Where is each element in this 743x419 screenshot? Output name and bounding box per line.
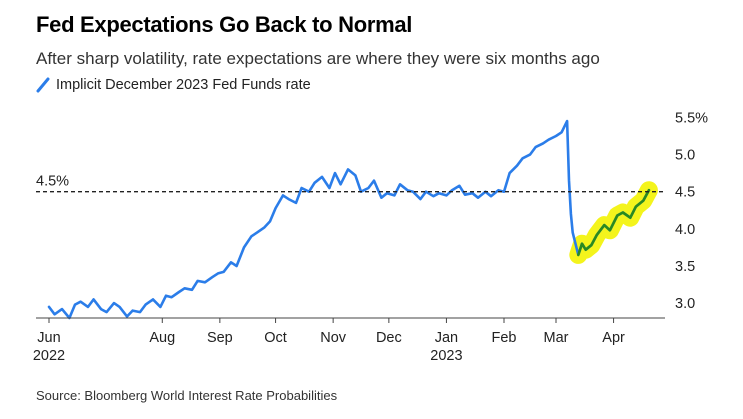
line-layer — [47, 119, 651, 320]
x-tick-label: Jan — [435, 330, 458, 346]
y-tick-label: 3.0 — [675, 296, 695, 312]
y-tick-label: 5.0 — [675, 148, 695, 164]
x-tick-label: Apr — [602, 330, 625, 346]
highlight-series-line — [577, 188, 651, 257]
y-tick-label: 5.5% — [675, 110, 708, 126]
x-tick-label: Oct — [264, 330, 287, 346]
x-tick-label: Mar — [544, 330, 569, 346]
legend-line-icon — [36, 77, 50, 93]
reference-label: 4.5% — [36, 174, 69, 190]
x-tick-label: Sep — [207, 330, 233, 346]
series-line — [47, 119, 651, 320]
y-tick-label: 4.0 — [675, 222, 695, 238]
x-tick-label: Dec — [376, 330, 402, 346]
x-tick-year-label: 2022 — [33, 348, 65, 364]
x-tick-label: Feb — [492, 330, 517, 346]
x-tick-label: Nov — [320, 330, 347, 346]
legend: Implicit December 2023 Fed Funds rate — [36, 77, 311, 93]
chart-title: Fed Expectations Go Back to Normal — [36, 12, 413, 37]
y-tick-label: 3.5 — [675, 259, 695, 275]
x-axis-ticks: Jun 2022 Aug Sep Oct Nov Dec Jan 2023 Feb Mar Apr — [33, 318, 625, 364]
y-axis-ticks: 3.0 3.5 4.0 4.5 5.0 5.5% — [675, 110, 708, 312]
x-tick-label: Jun — [37, 330, 60, 346]
y-tick-label: 4.5 — [675, 185, 695, 201]
chart-subtitle: After sharp volatility, rate expectation… — [36, 49, 600, 68]
source-note: Source: Bloomberg World Interest Rate Pr… — [36, 388, 338, 403]
x-tick-label: Aug — [149, 330, 175, 346]
legend-label: Implicit December 2023 Fed Funds rate — [56, 77, 311, 93]
x-tick-year-label: 2023 — [430, 348, 462, 364]
